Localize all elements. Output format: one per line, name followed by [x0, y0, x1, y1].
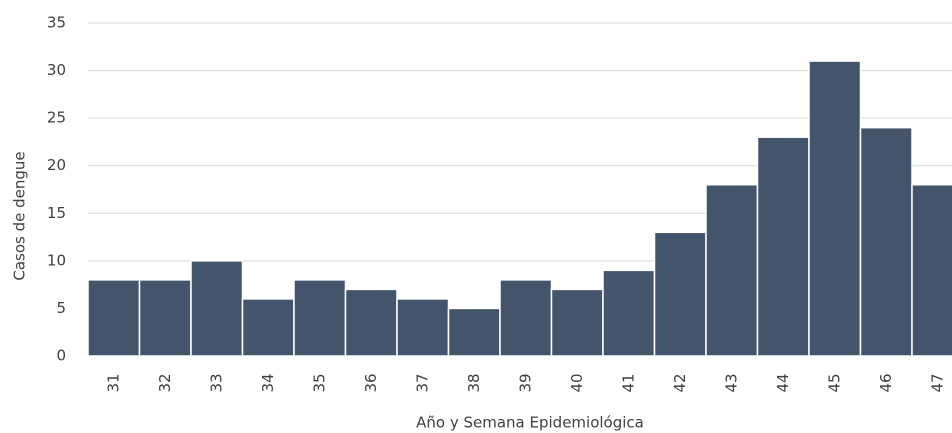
y-tick-label: 20 [47, 156, 66, 174]
x-tick-label: 45 [825, 373, 843, 392]
x-tick-label: 33 [207, 373, 225, 392]
y-tick-label: 5 [56, 299, 66, 317]
bar [447, 307, 501, 357]
x-tick-label: 35 [310, 373, 328, 392]
bar [190, 260, 244, 357]
x-tick-label: 47 [928, 373, 946, 392]
bar [344, 288, 398, 357]
y-tick-label: 25 [47, 109, 66, 127]
x-axis-label: Año y Semana Epidemiológica [416, 414, 644, 432]
bar [550, 288, 604, 357]
y-tick-label: 30 [47, 61, 66, 79]
x-tick-label: 41 [619, 373, 637, 392]
x-tick-label: 38 [465, 373, 483, 392]
bar [138, 279, 192, 357]
x-tick-label: 37 [413, 373, 431, 392]
y-tick-label: 0 [56, 347, 66, 365]
x-tick-label: 40 [568, 373, 586, 392]
bar [911, 183, 952, 357]
bar [602, 269, 656, 357]
y-axis-label: Casos de dengue [11, 151, 29, 280]
bar [499, 279, 553, 357]
x-tick-label: 31 [104, 373, 122, 392]
x-tick-label: 42 [671, 373, 689, 392]
x-tick-label: 39 [516, 373, 534, 392]
bar [241, 298, 295, 357]
bar [293, 279, 347, 357]
bar [87, 279, 141, 357]
bar [859, 126, 913, 357]
bar [808, 60, 862, 357]
x-tick-label: 43 [722, 373, 740, 392]
x-tick-label: 46 [877, 373, 895, 392]
x-tick-label: 44 [774, 373, 792, 392]
y-tick-label: 35 [47, 14, 66, 32]
bar [653, 231, 707, 357]
x-tick-label: 32 [156, 373, 174, 392]
x-tick-label: 36 [362, 373, 380, 392]
bar [705, 183, 759, 357]
x-tick-label: 34 [259, 373, 277, 392]
bar [756, 136, 810, 357]
y-tick-label: 15 [47, 204, 66, 222]
y-tick-label: 10 [47, 251, 66, 269]
bar [396, 298, 450, 357]
